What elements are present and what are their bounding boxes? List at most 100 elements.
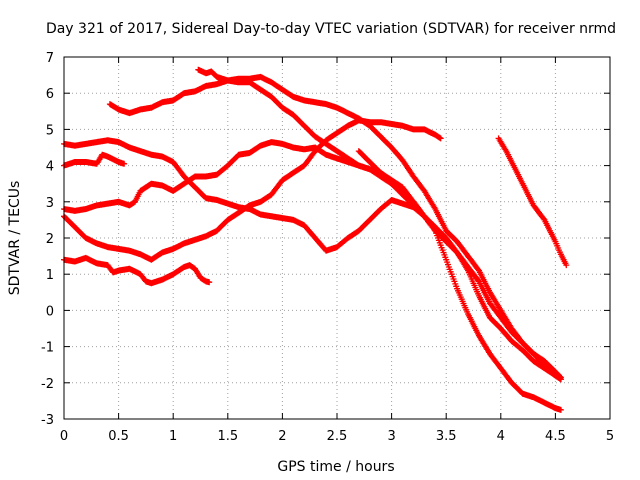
data-point bbox=[500, 327, 502, 330]
data-point bbox=[505, 150, 507, 152]
data-point bbox=[391, 146, 393, 149]
data-point bbox=[281, 143, 283, 145]
data-point bbox=[128, 204, 131, 207]
y-tick-label: 7 bbox=[46, 51, 54, 66]
data-point bbox=[150, 259, 152, 261]
data-point bbox=[440, 137, 442, 140]
series-markers bbox=[61, 137, 564, 383]
data-point bbox=[216, 199, 218, 201]
data-point bbox=[412, 204, 415, 207]
y-tick-label: 1 bbox=[46, 268, 54, 283]
data-point bbox=[205, 280, 207, 283]
y-tick-label: 3 bbox=[46, 196, 54, 211]
data-point bbox=[412, 175, 415, 178]
data-point bbox=[128, 112, 131, 114]
data-point bbox=[118, 161, 120, 163]
data-point bbox=[401, 125, 404, 127]
data-point bbox=[227, 219, 229, 221]
data-point bbox=[183, 92, 185, 94]
data-point bbox=[498, 137, 500, 140]
data-point bbox=[358, 230, 360, 232]
data-point bbox=[281, 88, 283, 91]
data-point bbox=[401, 159, 404, 161]
data-point bbox=[85, 161, 87, 163]
data-point bbox=[128, 146, 131, 149]
data-point bbox=[336, 107, 338, 109]
data-point bbox=[249, 152, 251, 154]
data-point bbox=[194, 239, 196, 241]
data-point bbox=[543, 360, 546, 362]
data-point bbox=[134, 201, 136, 203]
data-point bbox=[423, 215, 425, 217]
data-point bbox=[500, 317, 502, 319]
data-point bbox=[522, 342, 524, 344]
data-point bbox=[139, 108, 142, 111]
series-arc9 bbox=[495, 135, 570, 269]
x-tick-label: 4 bbox=[497, 429, 505, 444]
data-point bbox=[172, 161, 174, 163]
data-point bbox=[303, 99, 305, 102]
data-point bbox=[249, 204, 251, 207]
data-point bbox=[314, 136, 316, 138]
data-point bbox=[118, 248, 120, 250]
data-point bbox=[391, 199, 393, 201]
series-markers bbox=[495, 135, 570, 269]
data-point bbox=[347, 125, 349, 127]
data-point bbox=[270, 81, 273, 83]
data-point bbox=[96, 242, 98, 245]
data-point bbox=[358, 150, 360, 152]
data-point bbox=[161, 184, 163, 187]
data-point bbox=[336, 246, 338, 248]
data-point bbox=[347, 237, 349, 239]
data-point bbox=[478, 295, 480, 297]
tick-labels: 0 0.5 1 1.5 2 2.5 3 3.5 4 4.5 5 -3 -2 -1 0 1 2 3 4 5 6 7 bbox=[41, 51, 614, 444]
data-point bbox=[292, 172, 294, 174]
data-point bbox=[74, 226, 76, 228]
data-point bbox=[489, 302, 491, 304]
data-point bbox=[292, 146, 294, 149]
data-point bbox=[391, 183, 393, 185]
data-point bbox=[532, 360, 535, 362]
data-point bbox=[194, 90, 196, 92]
data-point bbox=[172, 190, 174, 192]
data-point bbox=[161, 279, 163, 281]
data-point bbox=[511, 331, 513, 333]
data-point bbox=[434, 208, 436, 210]
data-point bbox=[139, 273, 142, 275]
x-tick-label: 4.5 bbox=[545, 429, 566, 444]
data-point bbox=[96, 141, 98, 143]
data-point bbox=[270, 193, 273, 196]
data-point bbox=[303, 125, 305, 127]
data-point bbox=[325, 143, 327, 145]
data-point bbox=[281, 107, 283, 109]
data-point bbox=[112, 271, 114, 273]
data-point bbox=[412, 128, 415, 130]
data-point bbox=[227, 165, 229, 167]
data-point bbox=[172, 248, 174, 250]
data-point bbox=[467, 266, 469, 268]
data-point bbox=[336, 157, 338, 159]
data-point bbox=[423, 128, 425, 130]
x-tick-label: 0.5 bbox=[108, 429, 129, 444]
x-tick-label: 3.5 bbox=[436, 429, 457, 444]
data-point bbox=[216, 230, 218, 232]
series-markers bbox=[61, 139, 564, 413]
data-point bbox=[456, 241, 458, 243]
data-point bbox=[423, 190, 425, 192]
data-point bbox=[380, 208, 382, 210]
y-tick-label: -2 bbox=[41, 377, 54, 392]
series-arc3 bbox=[61, 139, 564, 413]
data-point bbox=[156, 255, 158, 257]
data-point bbox=[336, 150, 338, 152]
data-point bbox=[516, 172, 518, 174]
data-point bbox=[292, 96, 294, 98]
data-point bbox=[178, 168, 180, 170]
x-tick-label: 3 bbox=[387, 429, 395, 444]
data-point bbox=[500, 367, 502, 369]
data-point bbox=[74, 210, 76, 212]
data-point bbox=[238, 81, 240, 83]
data-point bbox=[467, 255, 469, 257]
data-point bbox=[511, 340, 513, 342]
data-point bbox=[434, 230, 436, 232]
data-point bbox=[532, 353, 535, 355]
